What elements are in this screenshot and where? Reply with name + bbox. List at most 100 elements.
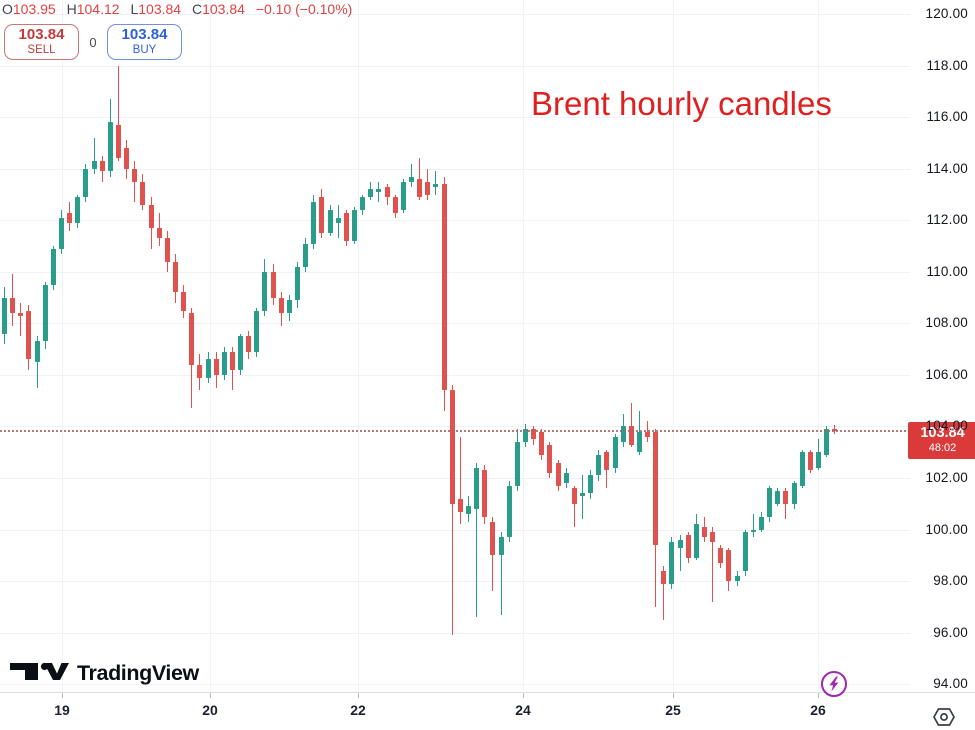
- candle: [157, 228, 162, 238]
- low-label: L: [130, 1, 139, 17]
- buy-button[interactable]: 103.84 BUY: [107, 24, 182, 60]
- candle-wick: [37, 336, 38, 388]
- candle: [222, 352, 227, 375]
- candle: [206, 359, 211, 378]
- candle: [173, 262, 178, 292]
- candle: [393, 197, 398, 213]
- candle: [189, 313, 194, 365]
- time-tick-label: 19: [54, 702, 70, 718]
- candle: [442, 184, 447, 390]
- candle: [507, 486, 512, 537]
- candle: [409, 177, 414, 182]
- low-value: 103.84: [138, 1, 182, 17]
- candle: [328, 210, 333, 233]
- time-tick: [818, 693, 819, 698]
- candle: [629, 426, 634, 445]
- candle: [385, 187, 390, 197]
- sell-button[interactable]: 103.84 SELL: [4, 24, 79, 60]
- vertical-gridline: [673, 0, 674, 692]
- candle: [336, 218, 341, 223]
- candle: [743, 532, 748, 571]
- candle-wick: [20, 303, 21, 336]
- candle: [35, 341, 40, 362]
- tradingview-logo[interactable]: TradingView: [8, 657, 199, 690]
- eye-icon[interactable]: [932, 707, 956, 727]
- horizontal-gridline: [0, 66, 910, 67]
- last-price-badge[interactable]: 103.84 48:02: [908, 422, 975, 459]
- candle: [67, 213, 72, 223]
- vertical-gridline: [210, 0, 211, 692]
- tradingview-logo-text: TradingView: [77, 661, 199, 685]
- close-label: C: [191, 1, 203, 17]
- buy-label: BUY: [132, 43, 157, 56]
- time-scale[interactable]: 19 20 22 24 25 26: [0, 692, 975, 730]
- candle: [792, 483, 797, 504]
- horizontal-gridline: [0, 220, 910, 221]
- price-tick-label: 110.00: [926, 264, 968, 279]
- candle: [726, 550, 731, 581]
- candle: [661, 571, 666, 584]
- price-tick-label: 106.00: [925, 367, 968, 382]
- candle: [116, 125, 121, 158]
- high-label: H: [66, 1, 77, 17]
- price-tick-label: 108.00: [925, 315, 968, 330]
- candle: [18, 313, 23, 316]
- price-scale[interactable]: 103.84 48:02 94.00 96.00 98.00 100.00 102.00…: [908, 0, 975, 692]
- candle: [531, 429, 536, 439]
- candle: [596, 455, 601, 475]
- time-tick: [210, 693, 211, 698]
- candle-wick: [452, 385, 453, 635]
- lightning-bolt-icon: [829, 676, 839, 692]
- candle-wick: [501, 532, 502, 615]
- candle: [572, 488, 577, 504]
- candle: [83, 169, 88, 197]
- ohlc-info-bar: O103.95 H104.12 L103.84 C103.84 −0.10 (−…: [2, 1, 352, 17]
- candle: [360, 197, 365, 210]
- candle-wick: [378, 182, 379, 202]
- candle: [230, 352, 235, 370]
- candle: [401, 182, 406, 210]
- time-tick-label: 25: [665, 702, 681, 718]
- time-tick-label: 20: [202, 702, 218, 718]
- candle: [474, 468, 479, 509]
- candle: [564, 473, 569, 483]
- candle: [499, 537, 504, 555]
- price-tick-label: 116.00: [926, 109, 968, 124]
- candle: [824, 429, 829, 455]
- candle: [287, 300, 292, 313]
- candle: [735, 576, 740, 581]
- open-label: O: [2, 1, 13, 17]
- chart-plot-area[interactable]: [0, 0, 910, 692]
- candle: [352, 210, 357, 241]
- lightning-button[interactable]: [820, 670, 848, 698]
- candle: [588, 475, 593, 493]
- candle: [75, 197, 80, 223]
- close-value: 103.84: [202, 1, 245, 17]
- trade-panel: 103.84 SELL 0 103.84 BUY: [4, 24, 182, 60]
- candle-wick: [476, 463, 477, 617]
- candle: [181, 292, 186, 311]
- candle: [808, 452, 813, 470]
- candle: [311, 202, 316, 244]
- candle: [751, 530, 756, 532]
- vertical-gridline: [358, 0, 359, 692]
- candle: [149, 205, 154, 228]
- candle: [783, 491, 788, 504]
- candle: [767, 488, 772, 517]
- candle: [678, 540, 683, 548]
- candle: [580, 493, 585, 496]
- candle: [165, 238, 170, 262]
- candle-wick: [680, 535, 681, 571]
- candle: [319, 197, 324, 233]
- horizontal-gridline: [0, 169, 910, 170]
- vertical-gridline: [523, 0, 524, 692]
- candle: [556, 463, 561, 486]
- candle: [246, 336, 251, 352]
- candle: [238, 336, 243, 370]
- time-tick: [523, 693, 524, 698]
- candle: [43, 285, 48, 341]
- candle: [100, 161, 105, 171]
- candle: [132, 169, 137, 182]
- vertical-gridline: [818, 0, 819, 692]
